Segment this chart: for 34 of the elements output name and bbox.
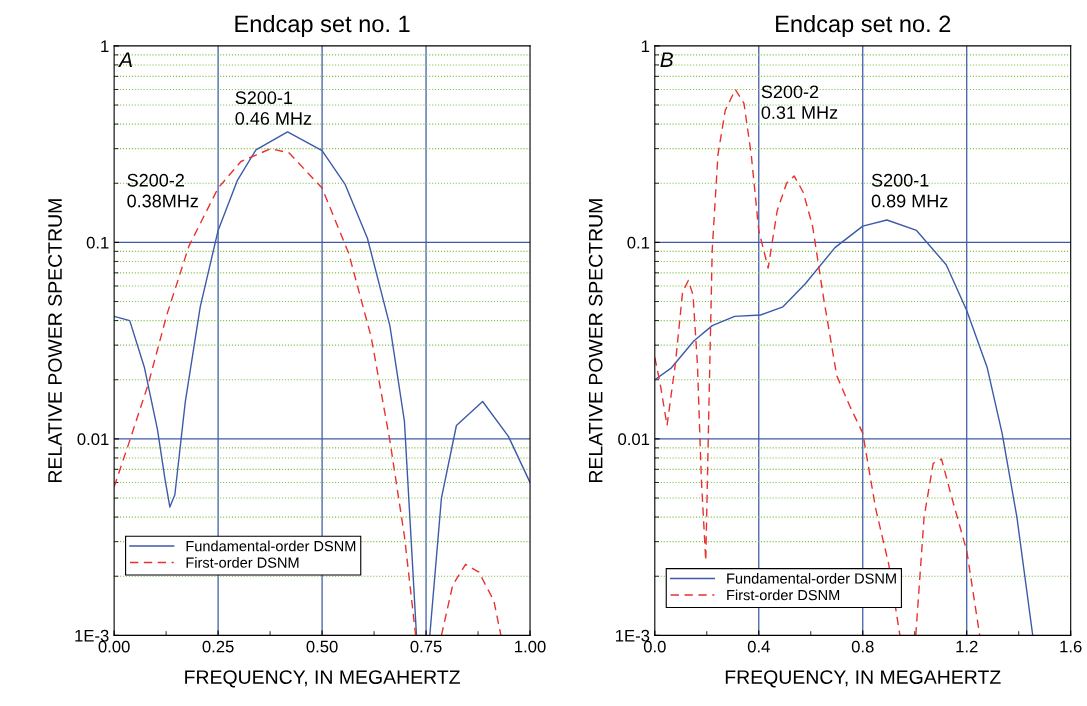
x-tick-label: 1.2	[956, 640, 978, 653]
annotation: S200-2 0.31 MHz	[761, 85, 838, 119]
y-tick-label: 0.01	[77, 433, 109, 446]
y-axis-title: RELATIVE POWER SPECTRUM	[588, 199, 603, 483]
x-tick-label: 0.00	[98, 640, 130, 653]
legend-label: Fundamental-order DSNM	[186, 540, 356, 552]
y-tick-label: 1	[101, 40, 109, 52]
x-tick-label: 1.6	[1060, 640, 1082, 653]
y-tick-label: 0.01	[618, 433, 650, 446]
annotation: A	[118, 52, 132, 67]
y-tick-label: 1	[641, 40, 650, 52]
y-tick-label: 0.1	[627, 236, 650, 249]
chart-title: Endcap set no. 1	[235, 14, 410, 37]
x-axis-title: FREQUENCY, IN MEGAHERTZ	[725, 670, 1001, 688]
x-tick-label: 0.50	[306, 640, 338, 653]
annotation: S200-1 0.46 MHz	[235, 91, 312, 125]
y-axis-title: RELATIVE POWER SPECTRUM	[48, 199, 62, 483]
x-tick-label: 0.0	[643, 640, 666, 653]
annotation: S200-1 0.89 MHz	[871, 173, 948, 208]
x-tick-label: 0.75	[410, 640, 442, 653]
annotation: S200-2 0.38MHz	[127, 173, 198, 208]
x-tick-label: 0.8	[851, 640, 874, 653]
x-tick-label: 0.25	[202, 640, 234, 653]
x-tick-label: 1.00	[515, 640, 546, 653]
legend-label: First-order DSNM	[727, 589, 840, 601]
x-axis-title: FREQUENCY, IN MEGAHERTZ	[185, 670, 460, 688]
legend-label: First-order DSNM	[186, 557, 299, 568]
legend-label: Fundamental-order DSNM	[727, 572, 896, 584]
annotation: B	[660, 52, 673, 67]
chart-title: Endcap set no. 2	[776, 14, 951, 37]
x-tick-label: 0.4	[747, 640, 770, 653]
y-tick-label: 1E-3	[75, 629, 109, 642]
y-tick-label: 1E-3	[616, 629, 650, 642]
y-tick-label: 0.1	[86, 236, 109, 249]
